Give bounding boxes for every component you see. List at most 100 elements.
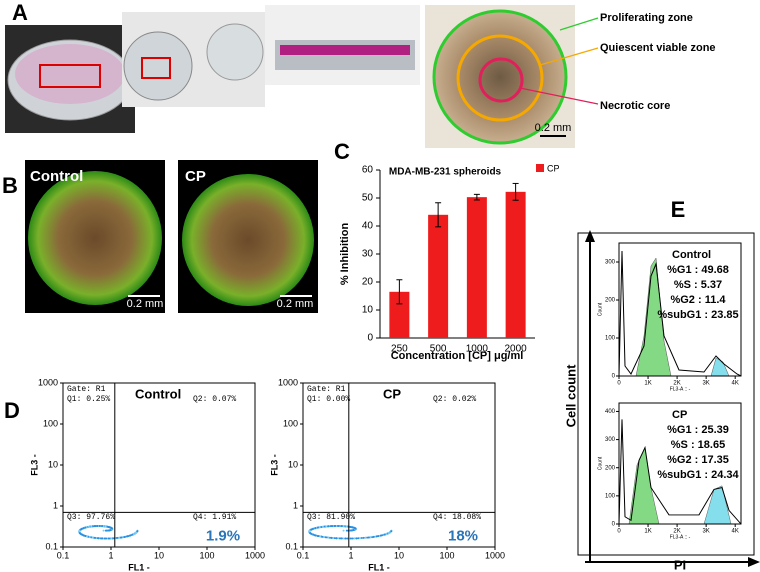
image-label: CP <box>185 168 206 185</box>
cell-dot <box>371 536 374 539</box>
plot-title: CP <box>383 386 401 401</box>
x-tick-label: 250 <box>391 344 408 355</box>
scale-label: 0.2 mm <box>277 298 314 310</box>
zone-ring <box>456 34 544 122</box>
y-tick-label: 50 <box>362 193 374 204</box>
x-axis-label: FL1 - <box>128 562 150 572</box>
y-tick-label: 100 <box>43 418 58 428</box>
cell-dot <box>318 526 321 529</box>
spheroid <box>182 174 314 306</box>
cell-dot <box>333 537 336 540</box>
pointer <box>539 47 599 66</box>
x-tick-label: 1000 <box>466 344 489 355</box>
plot-frame <box>62 382 256 548</box>
cell-dot <box>91 536 94 539</box>
plot-frame <box>618 402 742 525</box>
plot-title: Control <box>672 249 711 261</box>
x-tick-label: 10 <box>394 550 404 560</box>
cell-dot <box>105 529 108 532</box>
y-tick-label: 100 <box>605 336 616 342</box>
cell-dot <box>132 533 135 536</box>
x-tick-label: 4K <box>732 381 739 387</box>
zone-label: Necrotic core <box>600 100 670 112</box>
cell-dot <box>128 534 131 537</box>
cell-dot <box>323 536 326 539</box>
x-tick-label: 1000 <box>245 550 265 560</box>
cell-dot <box>332 536 335 539</box>
zone-ring <box>432 9 568 145</box>
x-tick-label: 100 <box>439 550 454 560</box>
cell-dot <box>82 527 85 530</box>
y-tick-label: 1 <box>53 500 58 510</box>
y-tick-label: 0 <box>612 522 616 528</box>
cell-dot <box>82 534 85 537</box>
cell-dot <box>314 527 317 530</box>
x-tick-label: 0 <box>617 381 621 387</box>
x-tick-label: 1 <box>108 550 113 560</box>
cell-dot <box>362 536 365 539</box>
cell-dot <box>107 537 110 540</box>
cell-dot <box>107 529 110 532</box>
quadrant-label: Q1: 0.25% <box>67 395 110 404</box>
cell-dot <box>126 535 129 538</box>
y-tick-label: 200 <box>605 298 616 304</box>
zone-label: Proliferating zone <box>600 12 693 24</box>
cell-dot <box>337 537 340 540</box>
y-tick-label: 10 <box>288 459 298 469</box>
cell-dot <box>325 525 328 528</box>
axis-caption: Count <box>597 302 603 316</box>
cell-dot <box>390 530 393 533</box>
well <box>206 23 264 81</box>
phase-fill <box>628 446 660 525</box>
y-axis-label: FL3 - <box>29 454 39 476</box>
cell-dot <box>134 531 137 534</box>
axis-caption: FL3-A :: - <box>670 386 691 392</box>
cell-dot <box>359 537 362 540</box>
gate-label: Gate: R1 <box>307 385 346 394</box>
cell-dot <box>327 536 330 539</box>
y-tick-label: 0 <box>367 333 373 344</box>
cell-dot <box>328 536 331 539</box>
stat-label: %subG1 : 24.34 <box>657 469 739 481</box>
cell-dot <box>342 525 345 528</box>
histogram-curve <box>618 250 742 377</box>
plate-medium <box>280 45 410 55</box>
x-tick-label: 10 <box>154 550 164 560</box>
highlight-value: 1.9% <box>206 528 240 545</box>
x-tick-label: 3K <box>702 381 709 387</box>
stat-label: %G1 : 25.39 <box>667 424 729 436</box>
panel-letter: E <box>671 197 686 222</box>
cell-dot <box>97 537 100 540</box>
y-tick-label: 100 <box>283 418 298 428</box>
cell-dot <box>351 526 354 529</box>
quadrant-label: Q2: 0.02% <box>433 395 476 404</box>
cell-dot <box>338 537 341 540</box>
panel-letter: D <box>4 398 20 423</box>
panel-letter: B <box>2 173 18 198</box>
x-tick-label: 1 <box>348 550 353 560</box>
arrowhead <box>585 230 595 242</box>
cell-dot <box>342 529 345 532</box>
zone-ring <box>478 57 524 103</box>
cell-dot <box>327 525 330 528</box>
cell-dot <box>344 537 347 540</box>
cell-dot <box>102 529 105 532</box>
cell-dot <box>103 537 106 540</box>
cell-dot <box>351 537 354 540</box>
cell-dot <box>349 537 352 540</box>
cell-dot <box>102 525 105 528</box>
cell-dot <box>342 537 345 540</box>
cell-dot <box>321 525 324 528</box>
y-tick-label: 300 <box>605 260 616 266</box>
bar <box>505 191 526 338</box>
cell-dot <box>331 525 334 528</box>
cell-dot <box>310 528 313 531</box>
bar <box>428 214 449 338</box>
cell-dot <box>100 537 103 540</box>
stat-label: %G1 : 49.68 <box>667 264 729 276</box>
pointer <box>519 87 599 105</box>
panel-letter: C <box>334 139 350 164</box>
x-tick-label: 1000 <box>485 550 505 560</box>
cell-dot <box>353 537 356 540</box>
